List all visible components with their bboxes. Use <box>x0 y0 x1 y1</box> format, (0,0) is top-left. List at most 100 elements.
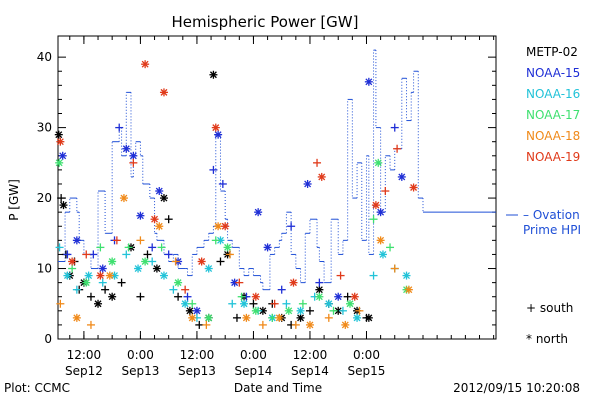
data-point <box>136 236 145 245</box>
data-point <box>214 130 223 139</box>
data-point <box>237 292 246 301</box>
data-point <box>397 172 406 181</box>
data-point <box>305 320 314 329</box>
data-point <box>150 215 159 224</box>
x-tick-label-date: Sep12 <box>65 364 103 378</box>
star-marker-d2 <box>188 314 196 322</box>
data-point <box>277 285 286 294</box>
data-point <box>181 299 190 308</box>
star-marker-d2 <box>60 201 67 209</box>
star-marker-d2 <box>59 152 67 160</box>
data-point <box>84 271 93 280</box>
star-marker-d2 <box>405 286 413 294</box>
data-point <box>216 257 225 266</box>
data-point <box>54 130 63 139</box>
data-point <box>254 208 263 217</box>
x-tick-label-time: 12:00 <box>180 348 215 362</box>
star-marker-d2 <box>379 250 387 258</box>
star-marker-d2 <box>224 243 232 251</box>
star-marker-d2 <box>315 293 323 301</box>
legend-entry: METP-02 <box>526 45 578 59</box>
legend-entry: NOAA-19 <box>526 150 580 164</box>
data-point <box>82 278 91 287</box>
data-point <box>221 222 230 231</box>
star-marker-d2 <box>254 208 262 216</box>
star-marker-d2 <box>306 321 314 329</box>
data-point <box>143 250 152 259</box>
legend-entry: NOAA-16 <box>526 87 580 101</box>
data-point <box>96 271 105 280</box>
data-point <box>343 292 352 301</box>
star-marker-d2 <box>341 321 349 329</box>
y-tick-label: 30 <box>37 121 52 135</box>
data-point <box>56 137 65 146</box>
x-tick-label-time: 12:00 <box>67 348 102 362</box>
data-point <box>115 123 124 132</box>
star-marker-d2 <box>365 78 373 86</box>
data-point <box>371 201 380 210</box>
data-point <box>94 299 103 308</box>
data-point <box>155 187 164 196</box>
star-marker-d2 <box>85 272 93 280</box>
data-point <box>101 285 110 294</box>
data-point <box>148 257 157 266</box>
legend-entry: NOAA-18 <box>526 129 580 143</box>
star-marker-d2 <box>96 272 104 280</box>
star-marker-d2 <box>346 300 354 308</box>
data-point <box>324 299 333 308</box>
data-point <box>119 194 128 203</box>
star-marker-d2 <box>186 307 194 315</box>
data-point <box>355 306 364 315</box>
star-marker-d2 <box>82 279 90 287</box>
data-point <box>232 313 241 322</box>
data-point <box>218 179 227 188</box>
data-points-layer <box>54 60 418 329</box>
data-point <box>303 179 312 188</box>
legend-ovation-line1: – Ovation <box>523 208 580 222</box>
star-marker-d2 <box>353 314 361 322</box>
x-tick-label-date: Sep13 <box>121 364 159 378</box>
star-marker-d2 <box>108 293 116 301</box>
data-point <box>390 123 399 132</box>
data-point <box>202 320 211 329</box>
star-marker-d2 <box>351 293 359 301</box>
star-marker-d2 <box>325 300 333 308</box>
data-point <box>223 243 232 252</box>
data-point <box>192 306 201 315</box>
data-point <box>402 271 411 280</box>
star-marker-d2 <box>205 265 213 272</box>
legend-ovation-line2: Prime HPI <box>523 223 581 237</box>
data-point <box>188 299 197 308</box>
star-marker-d2 <box>151 215 159 223</box>
data-point <box>378 250 387 259</box>
data-point <box>112 236 121 245</box>
star-marker-d2 <box>372 201 380 209</box>
legend-south: + south <box>526 301 573 315</box>
data-point <box>141 60 150 69</box>
data-point <box>235 278 244 287</box>
star-marker-d2 <box>212 124 220 132</box>
star-marker-d2 <box>297 314 305 322</box>
star-marker-d2 <box>217 236 224 244</box>
star-marker-d2 <box>297 307 305 315</box>
star-marker-d2 <box>304 180 312 188</box>
star-marker-d2 <box>209 71 217 79</box>
data-point <box>324 313 333 322</box>
star-marker-d2 <box>214 131 222 139</box>
data-point <box>141 257 150 266</box>
star-marker-d2 <box>410 184 418 191</box>
data-point <box>376 236 385 245</box>
star-marker-d2 <box>377 236 385 244</box>
data-point <box>298 299 307 308</box>
data-point <box>346 299 354 308</box>
data-point <box>68 257 77 266</box>
data-point <box>251 306 260 315</box>
data-point <box>409 183 418 192</box>
data-point <box>263 243 272 252</box>
data-point <box>393 144 402 153</box>
star-marker-d2 <box>259 307 267 315</box>
data-point <box>329 306 338 315</box>
star-marker-d2 <box>55 131 63 139</box>
data-point <box>122 250 131 259</box>
